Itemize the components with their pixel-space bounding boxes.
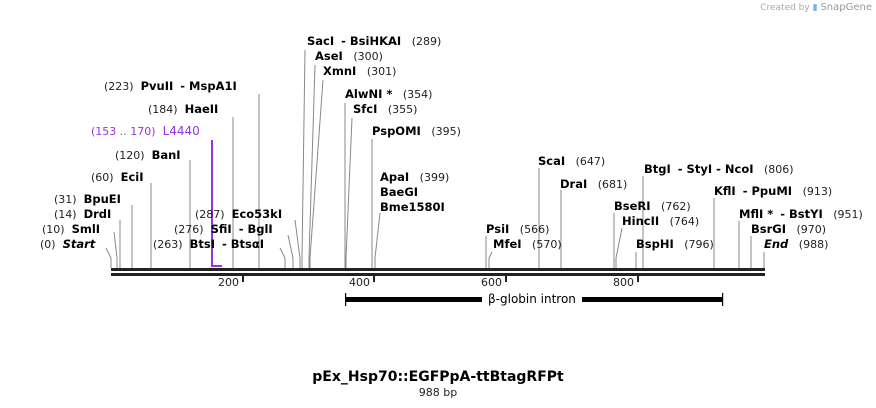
tick-200: 200 [218, 276, 239, 289]
site-bani[interactable]: (120) BanI [115, 148, 181, 163]
site-alwni[interactable]: AlwNI * (354) [345, 87, 433, 102]
site-mfli[interactable]: MflI * - BstYI (951) [739, 207, 863, 222]
tick-800: 800 [613, 276, 634, 289]
site-bpuei[interactable]: (31) BpuEI [54, 192, 121, 207]
site-pspomi[interactable]: PspOMI (395) [372, 124, 461, 139]
site-drai[interactable]: DraI (681) [560, 177, 628, 192]
site-pvuii[interactable]: (223) PvuII - MspA1I [104, 79, 237, 94]
site-psii[interactable]: PsiI (566) [486, 222, 550, 237]
site-haeii[interactable]: (184) HaeII [148, 102, 219, 117]
snapgene-logo-icon: ▮ [812, 3, 818, 13]
plasmid-length: 988 bp [418, 386, 458, 399]
snapgene-credit: Created by ▮ SnapGene [760, 2, 872, 13]
credit-prefix: Created by [760, 3, 810, 13]
tick-600: 600 [481, 276, 502, 289]
site-smli[interactable]: (10) SmlI [42, 222, 101, 237]
site-asei[interactable]: AseI (300) [315, 49, 383, 64]
site-apai[interactable]: ApaI (399) [380, 170, 450, 185]
site-hincii[interactable]: HincII (764) [622, 214, 700, 229]
site-eco53ki[interactable]: (287) Eco53kI [195, 207, 283, 222]
credit-brand: SnapGene [820, 2, 872, 13]
site-baegi[interactable]: BaeGI [380, 185, 419, 199]
intron-label[interactable]: β-globin intron [482, 292, 582, 306]
plasmid-name: pEx_Hsp70::EGFPpA-ttBtagRFPt [312, 369, 564, 385]
site-kfli[interactable]: KflI - PpuMI (913) [714, 184, 833, 199]
site-bme1580i[interactable]: Bme1580I [380, 200, 445, 214]
site-xmni[interactable]: XmnI (301) [323, 64, 397, 79]
site-start[interactable]: (0) Start [40, 237, 96, 252]
site-sfii[interactable]: (276) SfiI - BglI [174, 222, 273, 237]
site-saci[interactable]: SacI - BsiHKAI (289) [307, 34, 442, 49]
site-mfei[interactable]: MfeI (570) [493, 237, 562, 252]
site-bseri[interactable]: BseRI (762) [614, 199, 691, 214]
site-btgi[interactable]: BtgI - StyI - NcoI (806) [644, 162, 794, 177]
tick-400: 400 [349, 276, 370, 289]
site-scai[interactable]: ScaI (647) [538, 154, 606, 169]
site-sfci[interactable]: SfcI (355) [353, 102, 418, 117]
site-btsi[interactable]: (263) BtsI - BtsαI [153, 237, 265, 252]
site-bsphi[interactable]: BspHI (796) [636, 237, 714, 252]
site-bsrgi[interactable]: BsrGI (970) [751, 222, 827, 237]
site-end[interactable]: End (988) [764, 237, 829, 252]
feature-l4440[interactable]: (153 .. 170) L4440 [91, 124, 200, 139]
site-ecii[interactable]: (60) EciI [91, 170, 144, 185]
site-drdi[interactable]: (14) DrdI [54, 207, 112, 222]
